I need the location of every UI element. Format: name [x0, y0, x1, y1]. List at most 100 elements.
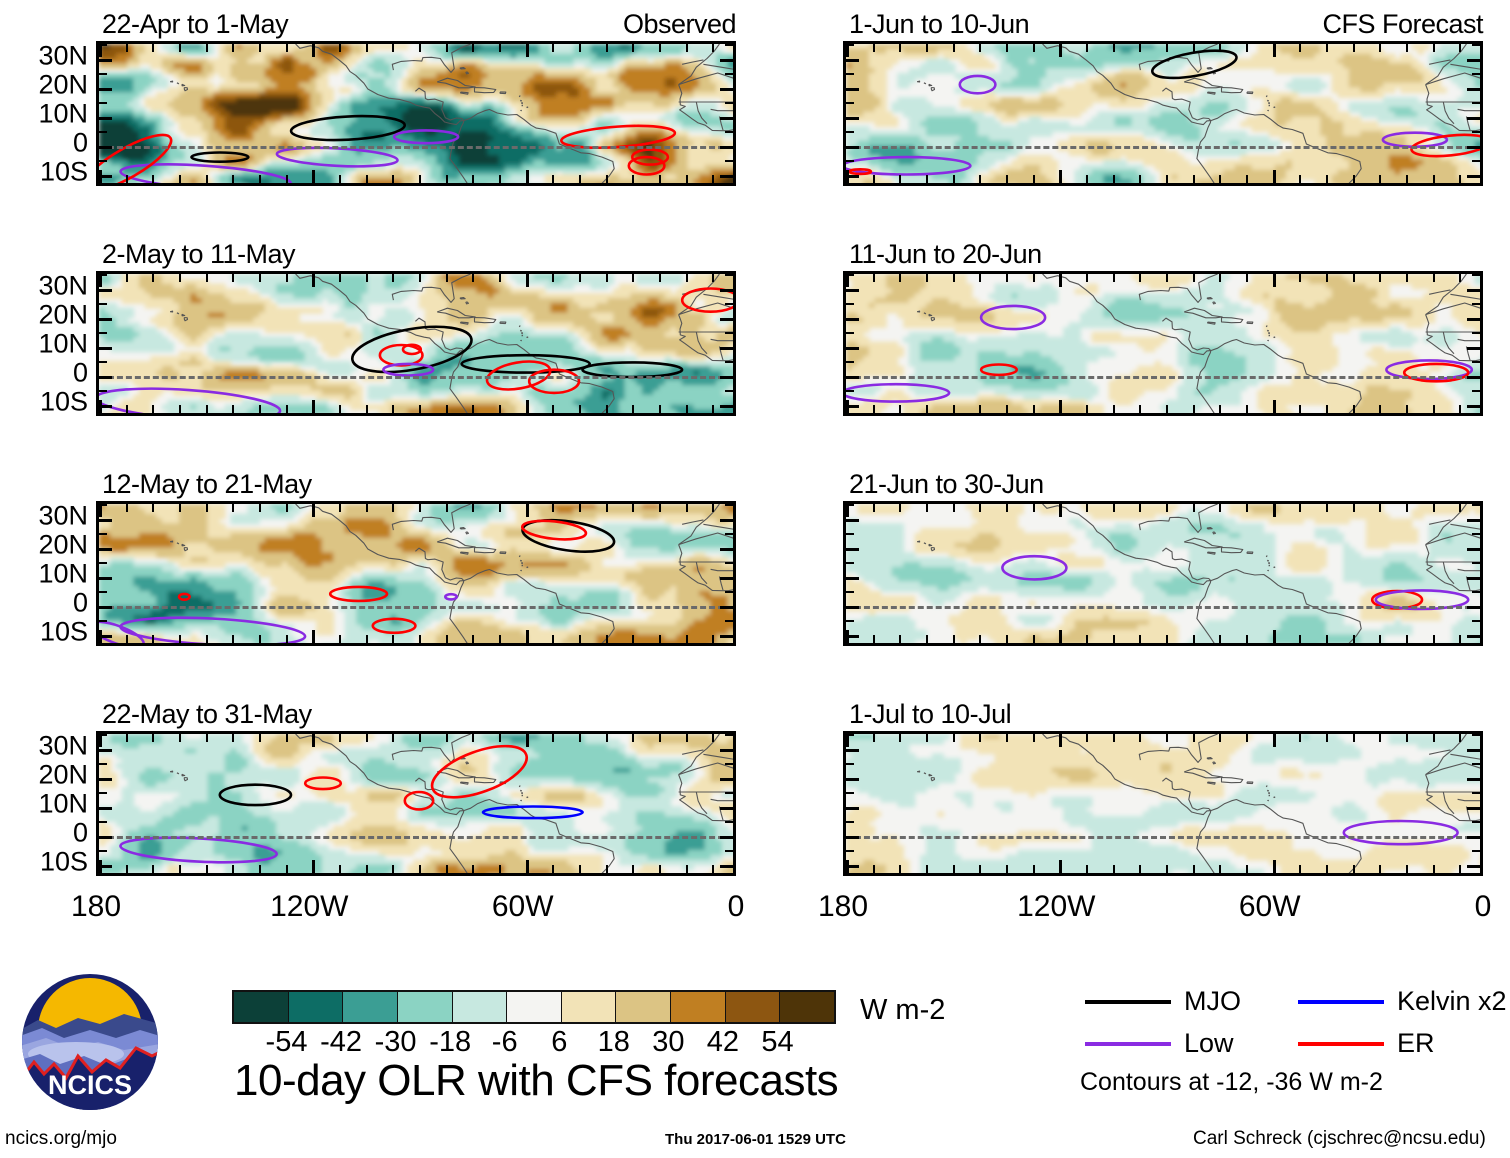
x-tick	[712, 635, 715, 643]
y-tick	[725, 390, 733, 392]
x-tick	[152, 635, 155, 643]
x-tick	[125, 635, 128, 643]
x-tick	[1432, 734, 1435, 742]
panel-title-right_column-3: 1-Jul to 10-Jul	[849, 699, 1012, 730]
y-tick	[720, 288, 733, 292]
x-tick	[1032, 274, 1035, 282]
ytick-label-10N: 10N	[38, 100, 88, 127]
x-tick	[152, 405, 155, 413]
x-tick	[285, 504, 288, 512]
map-panel-right_column-1[interactable]	[843, 271, 1483, 416]
x-tick	[1246, 635, 1248, 643]
xtick-label-0: 0	[728, 890, 745, 924]
x-tick	[1326, 504, 1328, 512]
y-tick	[99, 620, 107, 622]
x-tick	[312, 400, 316, 413]
y-axis-labels-row-0: 30N 20N 10N 0 10S	[4, 41, 88, 186]
x-tick	[872, 274, 875, 282]
x-tick	[1006, 504, 1008, 512]
legend-item-low[interactable]: Low	[1085, 1028, 1234, 1059]
map-panel-left_column-1[interactable]	[96, 271, 736, 416]
coastlines	[916, 734, 1480, 873]
x-tick	[392, 175, 395, 183]
legend-item-er[interactable]: ER	[1298, 1028, 1435, 1059]
x-tick	[1352, 504, 1355, 512]
x-tick	[1006, 44, 1008, 52]
y-tick	[1472, 734, 1480, 736]
x-tick	[685, 405, 688, 413]
map-panel-left_column-2[interactable]	[96, 501, 736, 646]
legend-item-kelvin-x2[interactable]: Kelvin x2	[1298, 986, 1507, 1017]
colorbar-swatch-6	[560, 992, 616, 1022]
y-tick	[1467, 116, 1480, 120]
panel-title-right_column-2: 21-Jun to 30-Jun	[849, 469, 1044, 500]
colorbar	[232, 990, 836, 1024]
x-tick	[179, 405, 181, 413]
x-tick	[1406, 504, 1408, 512]
map-panel-right_column-2[interactable]	[843, 501, 1483, 646]
x-tick	[179, 865, 181, 873]
y-tick	[725, 160, 733, 162]
colorbar-units-label: W m-2	[860, 994, 945, 1027]
x-tick	[1059, 630, 1063, 643]
x-tick	[979, 504, 982, 512]
y-tick	[720, 806, 733, 810]
x-tick	[1112, 635, 1115, 643]
legend-item-mjo[interactable]: MJO	[1085, 986, 1241, 1017]
legend-swatch-kelvin-x2	[1298, 999, 1384, 1004]
map-panel-right_column-0[interactable]	[843, 41, 1483, 186]
x-tick	[392, 405, 395, 413]
olr-shading	[99, 504, 733, 643]
x-tick	[1459, 865, 1462, 873]
y-tick	[99, 518, 112, 522]
x-tick	[445, 44, 448, 52]
x-tick	[552, 44, 555, 52]
x-tick	[605, 504, 608, 512]
x-tick	[419, 405, 421, 413]
x-tick	[1032, 635, 1035, 643]
colorbar-swatch-0	[234, 992, 288, 1022]
y-tick	[1472, 102, 1480, 104]
y-tick	[720, 174, 733, 178]
y-tick	[1472, 361, 1480, 363]
x-tick	[99, 734, 102, 747]
map-panel-left_column-0[interactable]	[96, 41, 736, 186]
y-tick	[846, 116, 859, 120]
x-tick	[1406, 865, 1408, 873]
xtick-label-180: 180	[818, 890, 868, 924]
x-tick	[552, 274, 555, 282]
x-tick	[259, 405, 261, 413]
legend-swatch-low	[1085, 1041, 1171, 1046]
x-tick	[1299, 274, 1302, 282]
x-tick	[152, 865, 155, 873]
x-tick	[1166, 175, 1168, 183]
x-tick	[1139, 504, 1142, 512]
x-tick	[205, 734, 208, 742]
x-tick	[899, 44, 902, 52]
y-tick	[846, 591, 854, 593]
x-tick	[1459, 405, 1462, 413]
x-tick	[419, 504, 421, 512]
x-tick	[1086, 865, 1088, 873]
x-tick	[1299, 175, 1302, 183]
x-tick	[1432, 175, 1435, 183]
y-tick	[720, 404, 733, 408]
y-tick	[846, 160, 854, 162]
x-tick	[99, 860, 102, 873]
map-panel-left_column-3[interactable]	[96, 731, 736, 876]
x-tick	[1006, 734, 1008, 742]
y-tick	[846, 346, 859, 350]
x-tick	[1459, 274, 1462, 282]
x-tick	[419, 175, 421, 183]
x-tick	[846, 44, 849, 57]
map-panel-right_column-3[interactable]	[843, 731, 1483, 876]
x-tick	[605, 175, 608, 183]
footer-url[interactable]: ncics.org/mjo	[5, 1128, 117, 1150]
y-tick	[725, 533, 733, 535]
x-tick	[872, 865, 875, 873]
x-tick	[125, 734, 128, 742]
x-tick	[579, 504, 581, 512]
x-tick	[1326, 405, 1328, 413]
x-tick	[1299, 734, 1302, 742]
x-tick	[445, 734, 448, 742]
